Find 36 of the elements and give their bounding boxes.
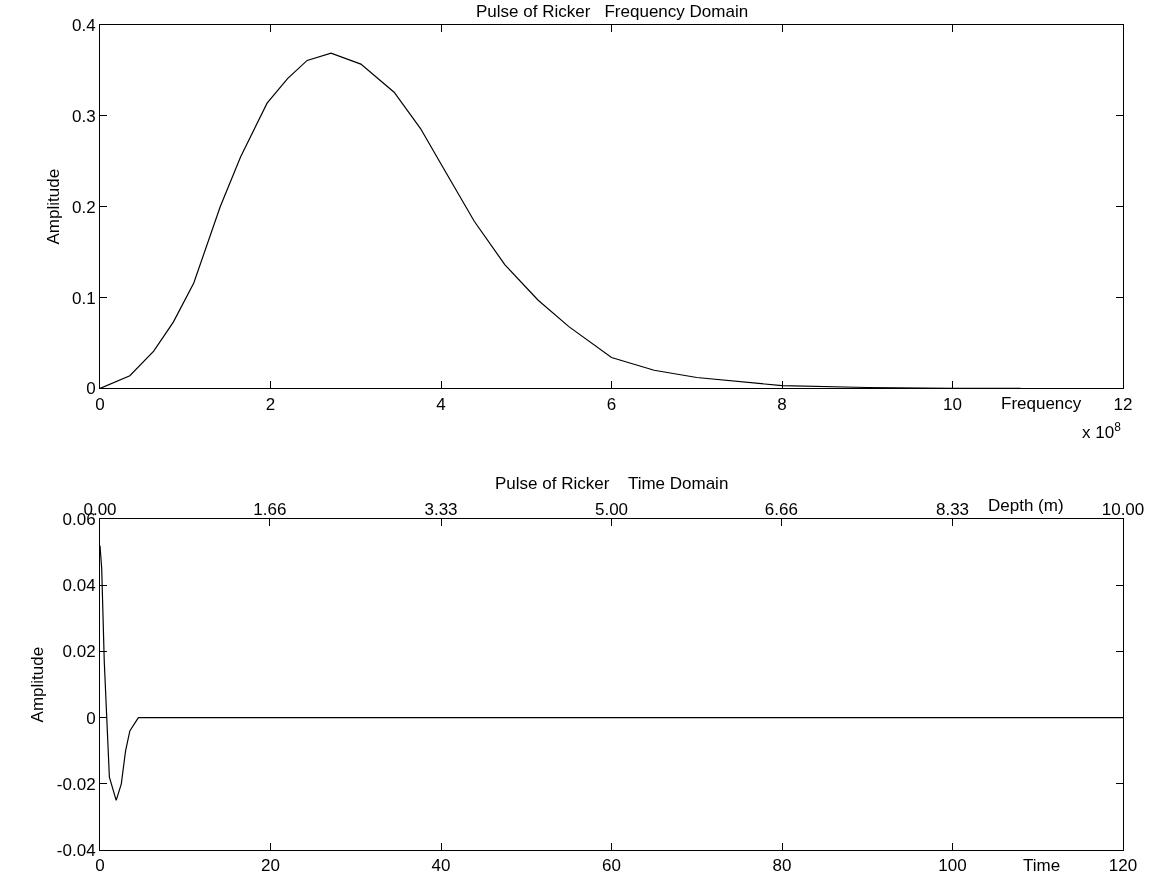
chart-title: Pulse of Ricker Frequency Domain xyxy=(476,2,749,21)
x2-tick-label: 10.00 xyxy=(1101,499,1145,519)
x-tick-label: 4 xyxy=(436,394,446,414)
y-tick-label: 0.4 xyxy=(71,15,96,35)
text: x 10$^{8}$ xyxy=(1082,420,1122,443)
y-tick-label: 0.2 xyxy=(71,197,96,217)
x-tick-label: 2 xyxy=(265,394,276,414)
x2-axis-title: Depth (m) xyxy=(988,496,1064,515)
x-tick-label: 8 xyxy=(777,394,787,414)
x2-tick-label: 5.00 xyxy=(594,499,629,519)
x-tick-label: 60 xyxy=(602,856,621,876)
y-tick-label: 0 xyxy=(86,379,96,399)
y-tick-label: -0.02 xyxy=(56,774,96,794)
x-tick-label: 40 xyxy=(431,856,451,876)
x2-tick-label: 3.33 xyxy=(424,499,458,519)
x-tick-label: 6 xyxy=(606,394,617,414)
y-tick-label: 0.02 xyxy=(62,642,96,662)
x2-tick-label: 1.66 xyxy=(253,499,287,519)
chart-title: Pulse of Ricker Time Domain xyxy=(495,474,729,493)
y-axis-title: Amplitude xyxy=(28,646,48,723)
x-tick-label: 100 xyxy=(938,856,967,876)
y-tick-label: 0.1 xyxy=(71,288,96,308)
x-tick-label: 120 xyxy=(1108,856,1138,876)
y-axis-title: Amplitude xyxy=(43,168,63,245)
y-tick-label: 0 xyxy=(86,708,96,728)
x-tick-label: 80 xyxy=(772,856,792,876)
y-tick-label: -0.04 xyxy=(56,840,96,860)
y-tick-label: 0.3 xyxy=(71,106,96,126)
y-tick-label: 0.04 xyxy=(62,576,96,596)
x2-tick-label: 6.66 xyxy=(764,499,798,519)
x-tick-label: 10 xyxy=(943,394,962,414)
x2-tick-label: 8.33 xyxy=(935,499,970,519)
x-tick-label: 20 xyxy=(261,856,280,876)
x-axis-title: Time xyxy=(1023,856,1061,875)
x-tick-label: 12 xyxy=(1113,394,1133,414)
x-axis-title: Frequency xyxy=(1001,394,1082,413)
